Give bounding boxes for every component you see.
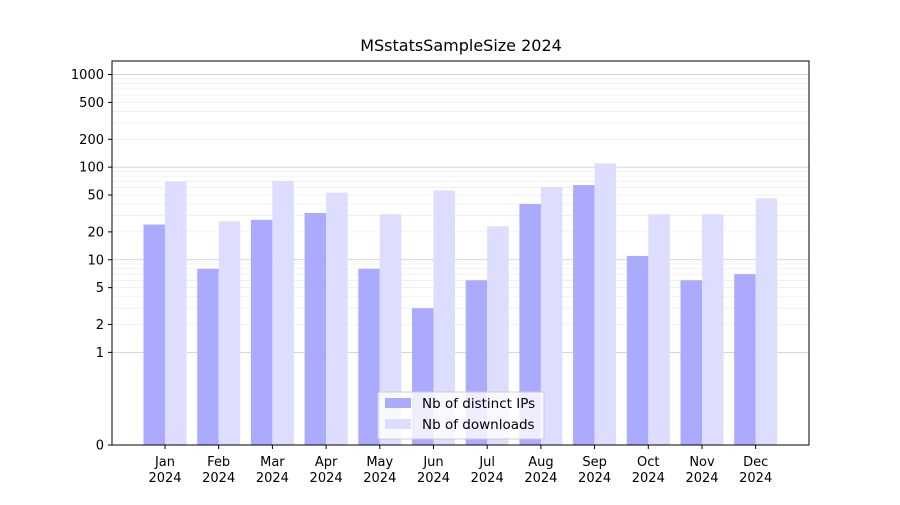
y-tick-label: 1000 [71, 68, 104, 83]
x-tick-label-month: Apr [315, 455, 338, 470]
x-tick-label-year: 2024 [202, 471, 235, 486]
bar-downloads [326, 192, 348, 445]
bar-distinct-ips [358, 268, 380, 445]
x-tick-label-month: Feb [207, 455, 230, 470]
x-tick-label-year: 2024 [148, 471, 181, 486]
x-tick-label-year: 2024 [310, 471, 343, 486]
x-tick-label-month: Sep [582, 455, 607, 470]
y-tick-label: 50 [87, 189, 104, 204]
x-tick-label-year: 2024 [578, 471, 611, 486]
bar-downloads [272, 180, 294, 446]
legend-label-downloads: Nb of downloads [422, 417, 535, 433]
bar-downloads [594, 163, 617, 445]
y-axis: 0 1 2 5 10 20 50 100 200 500 1000 [71, 68, 112, 454]
x-tick-label-month: Jun [422, 455, 443, 470]
plot-frame [111, 60, 810, 446]
bar-downloads [165, 181, 187, 445]
x-tick-label-month: May [366, 455, 393, 470]
bar-downloads [433, 190, 455, 445]
bar-downloads [540, 187, 563, 445]
x-tick-label-month: Jan [154, 455, 175, 470]
x-tick-label-year: 2024 [256, 471, 289, 486]
x-tick-label-year: 2024 [363, 471, 396, 486]
y-tick-label: 500 [79, 96, 104, 111]
legend: Nb of distinct IPs Nb of downloads [377, 391, 545, 440]
x-tick-label-year: 2024 [632, 471, 665, 486]
chart-title: MSstatsSampleSize 2024 [360, 36, 562, 55]
x-tick-label-year: 2024 [739, 471, 772, 486]
bar-downloads [487, 226, 509, 445]
bar-downloads [218, 221, 241, 445]
bar-downloads [702, 214, 724, 445]
bar-distinct-ips [519, 204, 541, 445]
x-tick-label-month: Oct [637, 455, 659, 470]
bar-downloads [755, 198, 778, 445]
y-tick-label: 1 [96, 346, 104, 361]
x-tick-label-month: Mar [260, 455, 285, 470]
y-tick-label: 0 [96, 439, 104, 454]
y-tick-label: 200 [79, 133, 104, 148]
x-tick-label-year: 2024 [471, 471, 504, 486]
y-tick-label: 2 [96, 318, 104, 333]
x-tick-label-month: Nov [689, 455, 715, 470]
x-tick-label-month: Dec [743, 455, 768, 470]
bar-distinct-ips [197, 268, 219, 445]
bar-distinct-ips [250, 219, 273, 445]
bar-downloads [379, 214, 402, 445]
x-tick-label-month: Aug [528, 455, 553, 470]
x-axis: Jan2024Feb2024Mar2024Apr2024May2024Jun20… [148, 445, 772, 486]
legend-swatch-downloads [385, 419, 411, 429]
bar-distinct-ips [573, 185, 595, 445]
legend-box [377, 391, 545, 440]
x-tick-label-month: Jul [478, 455, 495, 470]
legend-swatch-distinct-ips [385, 398, 411, 408]
y-tick-label: 20 [87, 225, 104, 240]
y-tick-label: 10 [87, 253, 104, 268]
y-tick-label: 5 [96, 281, 104, 296]
legend-label-distinct-ips: Nb of distinct IPs [422, 396, 535, 412]
bar-distinct-ips [304, 212, 327, 445]
x-tick-label-year: 2024 [524, 471, 557, 486]
bar-distinct-ips [143, 224, 165, 445]
y-tick-label: 100 [79, 161, 104, 176]
bar-distinct-ips [626, 255, 649, 445]
x-tick-label-year: 2024 [417, 471, 450, 486]
bar-distinct-ips [734, 274, 756, 445]
bar-downloads [648, 214, 670, 445]
bar-distinct-ips [680, 280, 702, 445]
x-tick-label-year: 2024 [685, 471, 718, 486]
